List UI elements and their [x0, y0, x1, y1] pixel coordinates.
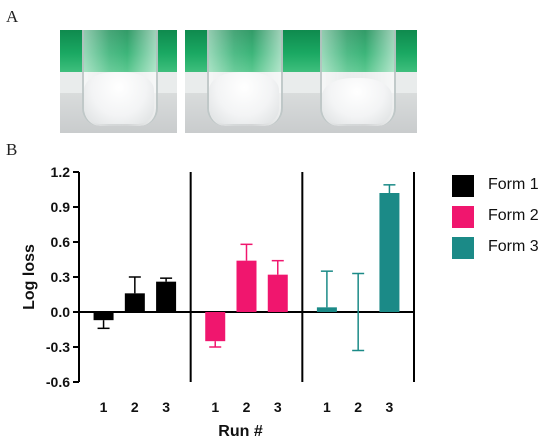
x-tick-label: 2	[243, 399, 251, 415]
y-tick-label: -0.6	[46, 374, 70, 390]
x-tick-label: 1	[323, 399, 331, 415]
bar	[379, 193, 400, 312]
x-tick-label: 1	[211, 399, 219, 415]
bar	[156, 281, 177, 312]
y-tick-label: 1.2	[51, 164, 71, 180]
bar	[236, 260, 257, 312]
y-tick-label: -0.3	[46, 339, 70, 355]
y-tick-label: 0.0	[51, 304, 71, 320]
panel-label-b: B	[6, 140, 18, 159]
x-tick-label: 1	[100, 399, 108, 415]
bar	[93, 312, 114, 321]
legend-label: Form 2	[488, 207, 539, 224]
x-tick-label: 3	[386, 399, 394, 415]
x-tick-label: 3	[274, 399, 282, 415]
bar-chart: -0.6 -0.3 0.0 0.3 0.6 0.9 1.2 Log loss 1 2 3 1 2 3 1 2 3…	[21, 164, 415, 440]
vial-photo-1	[60, 30, 177, 133]
bar	[267, 274, 288, 312]
legend-swatch	[452, 206, 474, 228]
legend-label: Form 1	[488, 176, 539, 193]
legend-label: Form 3	[488, 238, 539, 255]
y-tick-label: 0.9	[51, 199, 71, 215]
vial-photo-2	[185, 30, 302, 133]
x-tick-label: 2	[354, 399, 362, 415]
bar	[205, 312, 226, 342]
y-tick-label: 0.6	[51, 234, 71, 250]
legend-swatch	[452, 237, 474, 259]
x-axis-label: Run #	[218, 423, 263, 440]
bar	[316, 307, 337, 312]
panel-label-a: A	[6, 7, 19, 26]
legend-swatch	[452, 175, 474, 197]
x-tick-label: 2	[131, 399, 139, 415]
y-axis-label: Log loss	[21, 244, 38, 310]
x-tick-label: 3	[162, 399, 170, 415]
bar	[124, 293, 145, 312]
y-tick-label: 0.3	[51, 269, 71, 285]
vial-photo-3	[300, 30, 417, 133]
